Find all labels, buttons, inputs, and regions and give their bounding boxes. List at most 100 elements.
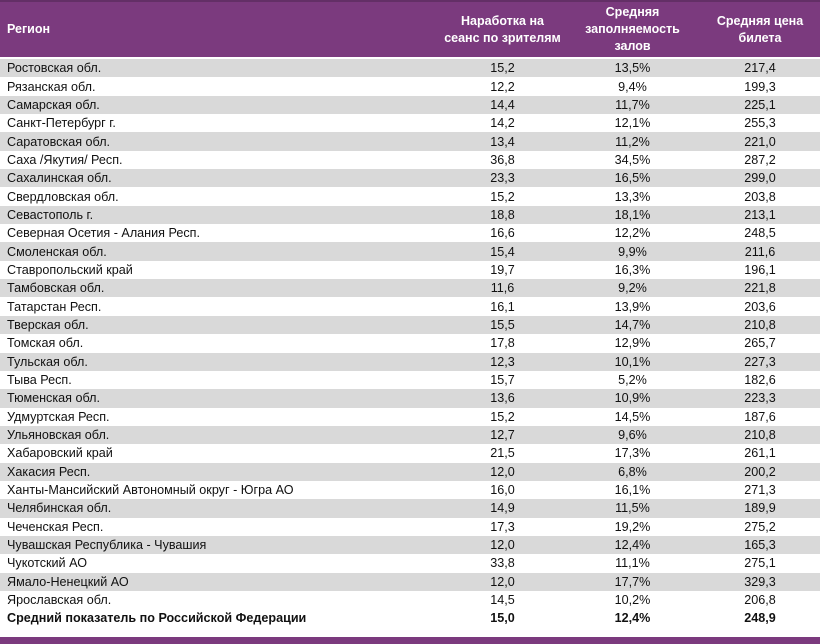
viewers-per-session-cell: 15,5 (490, 317, 515, 332)
viewers-per-session-cell: 14,9 (490, 501, 515, 516)
table-row: Удмуртская Респ. 15,2 14,5% 187,6 (0, 407, 820, 426)
viewers-per-session-cell: 15,2 (490, 189, 515, 204)
occupancy-cell: 16,3% (614, 262, 651, 277)
table-row: Хабаровский край 21,5 17,3% 261,1 (0, 444, 820, 463)
ticket-price-cell: 187,6 (744, 409, 776, 424)
viewers-per-session-cell: 13,6 (490, 391, 515, 406)
occupancy-cell: 9,6% (618, 428, 647, 443)
region-cell: Ямало-Ненецкий АО (7, 574, 129, 589)
region-cell: Томская обл. (7, 336, 84, 351)
region-cell: Ростовская обл. (7, 61, 102, 76)
summary-row: Средний показатель по Российской Федерац… (0, 609, 820, 628)
ticket-price-cell: 299,0 (744, 171, 776, 186)
viewers-per-session-cell: 15,2 (490, 409, 515, 424)
region-cell: Тульская обл. (7, 354, 88, 369)
ticket-price-cell: 213,1 (744, 207, 776, 222)
viewers-per-session-cell: 12,7 (490, 428, 515, 443)
viewers-per-session-cell: 16,0 (490, 483, 515, 498)
viewers-per-session-cell: 19,7 (490, 262, 515, 277)
occupancy-cell: 11,5% (615, 501, 650, 516)
ticket-price-cell: 203,8 (744, 189, 776, 204)
viewers-per-session-cell: 14,2 (490, 116, 515, 131)
ticket-price-cell: 217,4 (744, 61, 776, 76)
occupancy-cell: 9,9% (618, 244, 647, 259)
occupancy-cell: 9,4% (618, 79, 647, 94)
viewers-per-session-cell: 14,5 (490, 593, 515, 608)
occupancy-cell: 5,2% (618, 373, 647, 388)
region-cell: Северная Осетия - Алания Респ. (7, 226, 200, 241)
region-cell: Тверская обл. (7, 317, 89, 332)
occupancy-cell: 10,1% (614, 354, 651, 369)
ticket-price-cell: 189,9 (744, 501, 776, 516)
ticket-price-cell: 211,6 (744, 244, 776, 259)
occupancy-cell: 16,5% (614, 171, 651, 186)
region-cell: Саратовская обл. (7, 134, 111, 149)
occupancy-cell: 6,8% (618, 464, 647, 479)
occupancy-cell: 16,1% (614, 483, 651, 498)
occupancy-cell: 13,5% (614, 61, 651, 76)
ticket-price-cell: 287,2 (744, 152, 776, 167)
table-row: Сахалинская обл. 23,3 16,5% 299,0 (0, 169, 820, 188)
table-row: Севастополь г. 18,8 18,1% 213,1 (0, 205, 820, 225)
summary-ticket-price: 248,9 (744, 611, 776, 626)
occupancy-cell: 12,9% (614, 336, 651, 351)
ticket-price-cell: 206,8 (744, 593, 776, 608)
occupancy-cell: 11,7% (615, 97, 650, 112)
column-header-region: Регион (7, 22, 51, 36)
viewers-per-session-cell: 11,6 (490, 281, 515, 296)
region-cell: Удмуртская Респ. (7, 409, 110, 424)
viewers-per-session-cell: 12,0 (490, 464, 515, 479)
table-row: Татарстан Респ. 16,1 13,9% 203,6 (0, 297, 820, 316)
ticket-price-cell: 225,1 (744, 97, 776, 112)
column-header-ticket-price: Средняя цена билета (716, 13, 804, 45)
table-row: Саха /Якутия/ Респ. 36,8 34,5% 287,2 (0, 150, 820, 170)
summary-label: Средний показатель по Российской Федерац… (7, 611, 307, 626)
ticket-price-cell: 227,3 (744, 354, 776, 369)
ticket-price-cell: 210,8 (744, 428, 776, 443)
table-row: Рязанская обл. 12,2 9,4% 199,3 (0, 77, 820, 96)
table-row: Чукотский АО 33,8 11,1% 275,1 (0, 554, 820, 573)
occupancy-cell: 10,9% (614, 391, 651, 406)
table-row: Ханты-Мансийский Автономный округ - Югра… (0, 480, 820, 500)
region-cell: Тамбовская обл. (7, 281, 105, 296)
table-row: Тюменская обл. 13,6 10,9% 223,3 (0, 389, 820, 408)
region-cell: Рязанская обл. (7, 79, 96, 94)
viewers-per-session-cell: 16,1 (490, 299, 515, 314)
ticket-price-cell: 265,7 (744, 336, 776, 351)
occupancy-cell: 11,2% (615, 134, 650, 149)
viewers-per-session-cell: 15,4 (490, 244, 515, 259)
occupancy-cell: 19,2% (614, 519, 651, 534)
ticket-price-cell: 248,5 (744, 226, 776, 241)
occupancy-cell: 14,7% (614, 317, 651, 332)
occupancy-cell: 12,2% (614, 226, 651, 241)
viewers-per-session-cell: 15,2 (490, 61, 515, 76)
table-header-row: Регион Наработка на сеанс по зрителям Ср… (0, 0, 820, 59)
viewers-per-session-cell: 33,8 (490, 556, 515, 571)
table-row: Северная Осетия - Алания Респ. 16,6 12,2… (0, 224, 820, 243)
ticket-price-cell: 275,1 (744, 556, 776, 571)
viewers-per-session-cell: 12,3 (490, 354, 515, 369)
region-cell: Севастополь г. (7, 207, 94, 222)
table-row: Томская обл. 17,8 12,9% 265,7 (0, 334, 820, 353)
region-cell: Тыва Респ. (7, 373, 72, 388)
summary-occupancy: 12,4% (614, 611, 651, 626)
table-row: Тыва Респ. 15,7 5,2% 182,6 (0, 370, 820, 390)
ticket-price-cell: 165,3 (744, 538, 776, 553)
region-cell: Тюменская обл. (7, 391, 100, 406)
region-cell: Ульяновская обл. (7, 428, 110, 443)
occupancy-cell: 12,4% (614, 538, 651, 553)
region-cell: Самарская обл. (7, 97, 100, 112)
occupancy-cell: 9,2% (618, 281, 647, 296)
region-cell: Хакасия Респ. (7, 464, 91, 479)
region-cell: Ярославская обл. (7, 593, 112, 608)
region-cell: Ханты-Мансийский Автономный округ - Югра… (7, 483, 294, 498)
viewers-per-session-cell: 36,8 (490, 152, 515, 167)
viewers-per-session-cell: 18,8 (490, 207, 515, 222)
viewers-per-session-cell: 17,8 (490, 336, 515, 351)
table-row: Ставропольский край 19,7 16,3% 196,1 (0, 260, 820, 280)
ticket-price-cell: 182,6 (744, 373, 776, 388)
ticket-price-cell: 221,0 (744, 134, 776, 149)
table-row: Тамбовская обл. 11,6 9,2% 221,8 (0, 279, 820, 298)
table-row: Самарская обл. 14,4 11,7% 225,1 (0, 95, 820, 115)
